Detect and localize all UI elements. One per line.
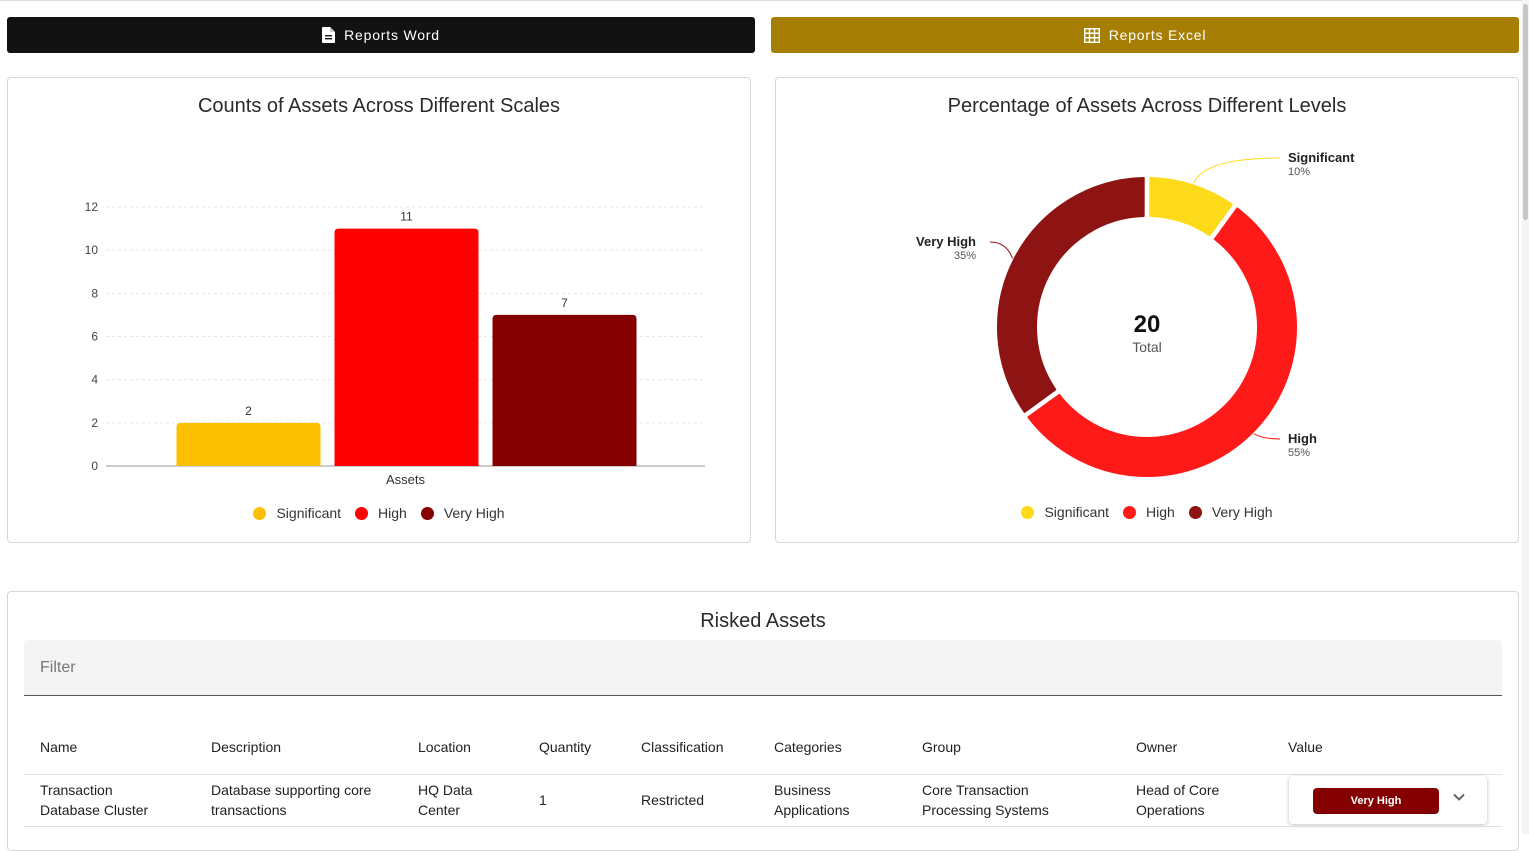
slice-percent-high: 55% bbox=[1288, 447, 1310, 459]
cell-owner: Head of Core Operations bbox=[1136, 782, 1220, 818]
column-header-classification[interactable]: Classification bbox=[641, 739, 724, 755]
legend-label-high: High bbox=[378, 505, 407, 521]
slice-label-high: High bbox=[1288, 431, 1317, 446]
bar-chart-legend: Significant High Very High bbox=[8, 505, 750, 521]
cell-location: HQ Data Center bbox=[418, 782, 473, 818]
column-header-value[interactable]: Value bbox=[1288, 739, 1323, 755]
donut-chart-legend: Significant High Very High bbox=[776, 504, 1518, 520]
bar-value-label: 11 bbox=[400, 210, 413, 224]
document-icon bbox=[322, 27, 336, 43]
page-scrollbar-track[interactable] bbox=[1522, 0, 1529, 834]
column-header-name[interactable]: Name bbox=[40, 739, 78, 755]
legend-label-very-high: Very High bbox=[443, 505, 505, 521]
y-tick-label: 6 bbox=[91, 330, 98, 344]
risked-assets-title: Risked Assets bbox=[700, 610, 826, 632]
y-tick-label: 8 bbox=[91, 286, 98, 300]
bar-chart-card: Counts of Assets Across Different Scales… bbox=[7, 77, 751, 543]
reports-word-label: Reports Word bbox=[344, 27, 440, 43]
donut-chart-title: Percentage of Assets Across Different Le… bbox=[947, 95, 1347, 117]
donut-legend-label-significant: Significant bbox=[1044, 504, 1110, 520]
risked-assets-card: Risked Assets Name Description Location … bbox=[7, 591, 1519, 851]
cell-categories: Business Applications bbox=[774, 782, 850, 818]
legend-label-significant: Significant bbox=[276, 505, 342, 521]
legend-item-significant[interactable]: Significant bbox=[253, 505, 341, 521]
y-tick-label: 10 bbox=[85, 243, 99, 257]
column-header-categories[interactable]: Categories bbox=[774, 739, 842, 755]
legend-dot-significant bbox=[253, 506, 267, 520]
bar-value-label: 7 bbox=[561, 296, 568, 310]
value-badge: Very High bbox=[1313, 788, 1439, 814]
donut-legend-label-high: High bbox=[1146, 504, 1175, 520]
column-header-quantity[interactable]: Quantity bbox=[539, 739, 592, 755]
donut-slice-significant[interactable] bbox=[1149, 177, 1233, 237]
cell-description: Database supporting core transactions bbox=[211, 782, 372, 818]
slice-label-significant: Significant bbox=[1288, 150, 1355, 165]
reports-excel-label: Reports Excel bbox=[1108, 27, 1207, 43]
page-scrollbar-thumb[interactable] bbox=[1523, 4, 1528, 220]
column-header-location[interactable]: Location bbox=[418, 739, 471, 755]
y-tick-label: 4 bbox=[91, 373, 98, 387]
chevron-down-icon[interactable] bbox=[1452, 790, 1466, 804]
bar-high[interactable] bbox=[334, 228, 479, 466]
slice-label-very-high: Very High bbox=[916, 234, 976, 249]
column-header-description[interactable]: Description bbox=[211, 739, 282, 755]
column-header-owner[interactable]: Owner bbox=[1136, 739, 1178, 755]
header-divider bbox=[24, 774, 1502, 775]
y-tick-label: 12 bbox=[85, 200, 99, 214]
column-header-group[interactable]: Group bbox=[922, 739, 961, 755]
donut-legend-item-very-high[interactable]: Very High bbox=[1188, 504, 1273, 520]
legend-item-very-high[interactable]: Very High bbox=[420, 505, 505, 521]
bar-chart-title: Counts of Assets Across Different Scales bbox=[197, 95, 561, 117]
donut-legend-item-high[interactable]: High bbox=[1123, 504, 1175, 520]
bar-very-high[interactable] bbox=[492, 314, 637, 466]
donut-total-value: 20 bbox=[1134, 311, 1161, 338]
cell-classification: Restricted bbox=[641, 792, 705, 808]
value-select[interactable]: Very High bbox=[1289, 776, 1487, 824]
slice-percent-very-high: 35% bbox=[954, 250, 976, 262]
donut-legend-label-very-high: Very High bbox=[1211, 504, 1273, 520]
donut-slice-high[interactable] bbox=[1027, 207, 1297, 477]
leader-line-very-high bbox=[989, 241, 1013, 259]
donut-legend-item-significant[interactable]: Significant bbox=[1021, 504, 1109, 520]
reports-word-button[interactable]: Reports Word bbox=[7, 17, 755, 53]
donut-slice-very-high[interactable] bbox=[997, 177, 1145, 413]
cell-name: Transaction Database Cluster bbox=[40, 782, 149, 818]
bar-chart: 0 2 4 6 8 10 12 2 11 7 Assets bbox=[85, 200, 705, 487]
reports-excel-button[interactable]: Reports Excel bbox=[771, 17, 1519, 53]
legend-dot-very-high bbox=[420, 506, 434, 520]
y-tick-label: 2 bbox=[91, 416, 98, 430]
y-tick-label: 0 bbox=[91, 459, 98, 473]
legend-item-high[interactable]: High bbox=[355, 505, 407, 521]
cell-group: Core Transaction Processing Systems bbox=[922, 782, 1049, 818]
leader-line-significant bbox=[1193, 157, 1281, 184]
donut-legend-dot-very-high bbox=[1188, 505, 1202, 519]
table-grid-icon bbox=[1083, 27, 1100, 43]
donut-chart-card: Percentage of Assets Across Different Le… bbox=[775, 77, 1519, 543]
filter-field[interactable] bbox=[24, 640, 1502, 696]
bar-value-label: 2 bbox=[245, 404, 252, 418]
donut-legend-dot-significant bbox=[1021, 505, 1035, 519]
donut-total-label: Total bbox=[1132, 339, 1162, 355]
slice-percent-significant: 10% bbox=[1288, 166, 1310, 178]
cell-quantity: 1 bbox=[539, 792, 547, 808]
filter-input[interactable] bbox=[24, 640, 1502, 695]
bar-significant[interactable] bbox=[176, 422, 321, 466]
top-divider bbox=[0, 0, 1529, 1]
leader-line-high bbox=[1253, 433, 1281, 440]
row-divider bbox=[24, 826, 1502, 827]
legend-dot-high bbox=[355, 506, 369, 520]
x-category-label: Assets bbox=[386, 472, 426, 487]
donut-legend-dot-high bbox=[1123, 505, 1137, 519]
